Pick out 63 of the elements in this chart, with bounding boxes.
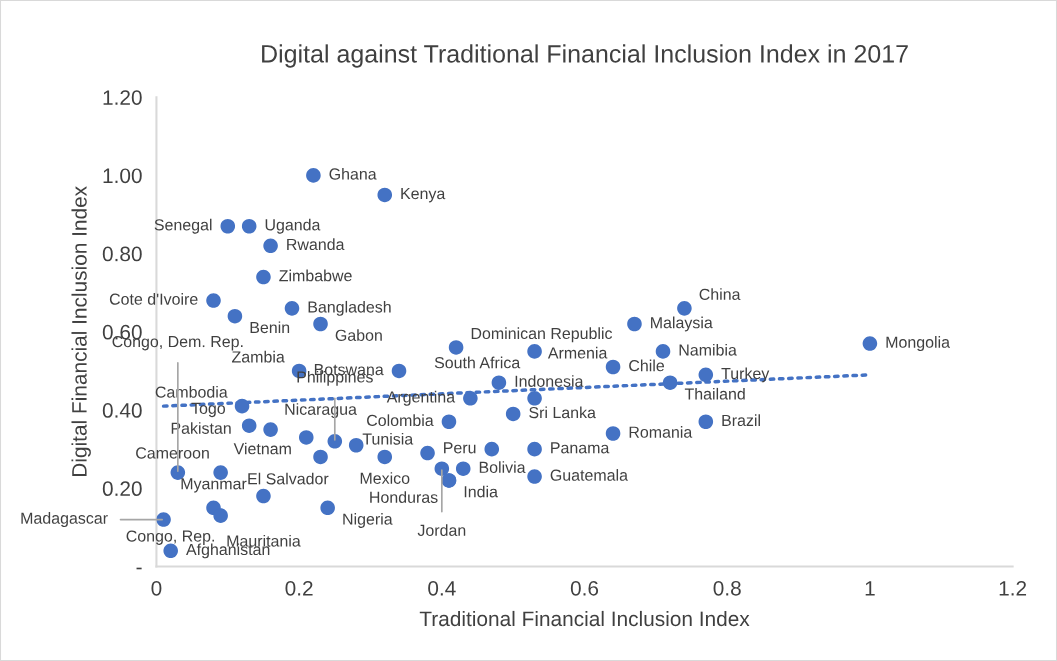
annotation: Indonesia	[515, 375, 584, 387]
annotation: Myanmar	[181, 478, 247, 493]
annotation: Honduras	[370, 491, 438, 503]
annotation: Pakistan	[171, 422, 231, 434]
annotation: Bolivia	[479, 461, 526, 473]
annotation: Rwanda	[287, 238, 345, 251]
y-tick-label: 0.80	[102, 246, 142, 262]
annotation: Argentina	[386, 390, 456, 406]
annotation: Tunisia	[362, 432, 414, 445]
x-tick-label: 0.4	[428, 580, 456, 596]
annotation: South Africa	[434, 356, 521, 369]
x-tick-label: 0.6	[570, 580, 599, 596]
y-tick-label: 1.20	[103, 90, 142, 105]
x-tick-label: 0.2	[285, 580, 313, 596]
chart-title: Digital against Traditional Financial Inclusion Index in 2017	[262, 44, 908, 68]
annotation: China	[699, 288, 741, 300]
x-tick-label: 0	[151, 580, 162, 596]
annotation: Kenya	[401, 188, 446, 203]
annotation: Chile	[629, 359, 665, 372]
annotation: India	[464, 485, 498, 498]
annotation: Gabon	[335, 329, 382, 341]
annotation: Cambodia	[155, 386, 228, 398]
annotation: Nigeria	[343, 513, 393, 528]
annotation: Namibia	[679, 343, 737, 356]
annotation: Togo	[191, 402, 226, 418]
annotation: Nicaragua	[285, 403, 357, 419]
annotation: Senegal	[154, 218, 212, 234]
annotation: Malaysia	[651, 316, 713, 332]
y-axis-title: Digital Financial Inclusion Index	[71, 186, 91, 477]
annotation: Turkey	[721, 367, 770, 383]
annotation: Congo, Rep.	[126, 530, 214, 545]
annotation: Zambia	[232, 350, 285, 363]
annotation: Benin	[250, 321, 290, 334]
annotation: Bangladesh	[308, 300, 391, 316]
annotation: Panama	[551, 442, 610, 454]
annotation: Guatemala	[550, 469, 628, 481]
annotation: Jordan	[417, 524, 466, 536]
annotation: El Salvador	[248, 472, 329, 485]
annotation: Brazil	[722, 414, 760, 427]
annotation: Thailand	[684, 387, 745, 400]
annotation: Mongolia	[886, 336, 950, 351]
y-tick-label: 0.20	[102, 481, 142, 497]
annotation: Vietnam	[233, 442, 291, 455]
y-tick-label: 0.40	[102, 403, 142, 418]
y-tick-label: -	[136, 567, 142, 570]
y-tick-label: 1.00	[103, 168, 142, 184]
annotation: Uganda	[265, 218, 321, 234]
annotation: Zimbabwe	[279, 269, 352, 282]
annotation: Dominican Republic	[471, 327, 613, 343]
annotation: Madagascar	[21, 512, 108, 527]
annotation: Cameroon	[136, 447, 209, 459]
x-tick-label: 0.8	[713, 580, 741, 596]
annotation: Sri Lanka	[529, 406, 596, 419]
annotation: Ghana	[329, 167, 377, 180]
annotation: Peru	[444, 442, 476, 454]
x-tick-label: 1	[865, 581, 875, 596]
x-tick-label: 1.2	[999, 580, 1027, 596]
annotation: Armenia	[547, 346, 608, 359]
annotation: Cote d'Ivoire	[109, 293, 198, 305]
annotation: Colombia	[367, 414, 434, 427]
annotation: Romania	[629, 426, 693, 438]
x-axis-title: Traditional Financial Inclusion Index	[419, 610, 750, 627]
annotation: Mexico	[360, 472, 410, 484]
